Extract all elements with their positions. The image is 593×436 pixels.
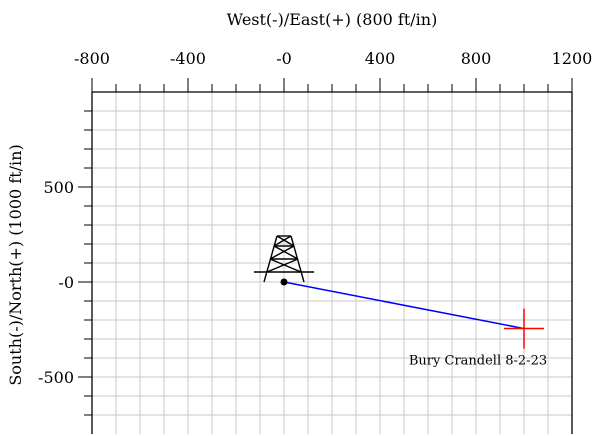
rig-strut	[273, 235, 292, 247]
drilling-rig-icon	[254, 235, 314, 283]
x-tick-label: 1200	[552, 49, 593, 68]
rig-strut	[273, 245, 299, 260]
markers-layer	[280, 278, 544, 349]
rig-strut	[276, 235, 295, 247]
target-annotation: Bury Crandell 8-2-23	[409, 354, 547, 369]
x-axis-ticks	[91, 78, 573, 92]
well-path-line	[283, 281, 525, 330]
y-axis-tick-labels: 500 -0 -500	[38, 178, 74, 387]
y-tick-label: -0	[58, 273, 74, 292]
rig-strut	[266, 258, 299, 273]
surface-location-marker	[280, 278, 288, 286]
x-tick-label: -400	[170, 49, 206, 68]
rig-strut	[269, 258, 302, 273]
x-axis-label: West(-)/East(+) (800 ft/in)	[227, 10, 438, 29]
x-tick-label: 400	[365, 49, 396, 68]
y-axis-ticks	[78, 110, 92, 416]
y-tick-label: 500	[43, 178, 74, 197]
grid	[92, 92, 572, 434]
rig-strut	[269, 245, 295, 260]
y-tick-label: -500	[38, 368, 74, 387]
x-tick-label: 800	[461, 49, 492, 68]
x-axis-tick-labels: -800 -400 -0 400 800 1200	[74, 49, 592, 68]
y-axis-label: South(-)/North(+) (1000 ft/in)	[6, 144, 25, 385]
x-tick-label: -800	[74, 49, 110, 68]
series-layer	[283, 281, 525, 330]
x-tick-label: -0	[276, 49, 292, 68]
